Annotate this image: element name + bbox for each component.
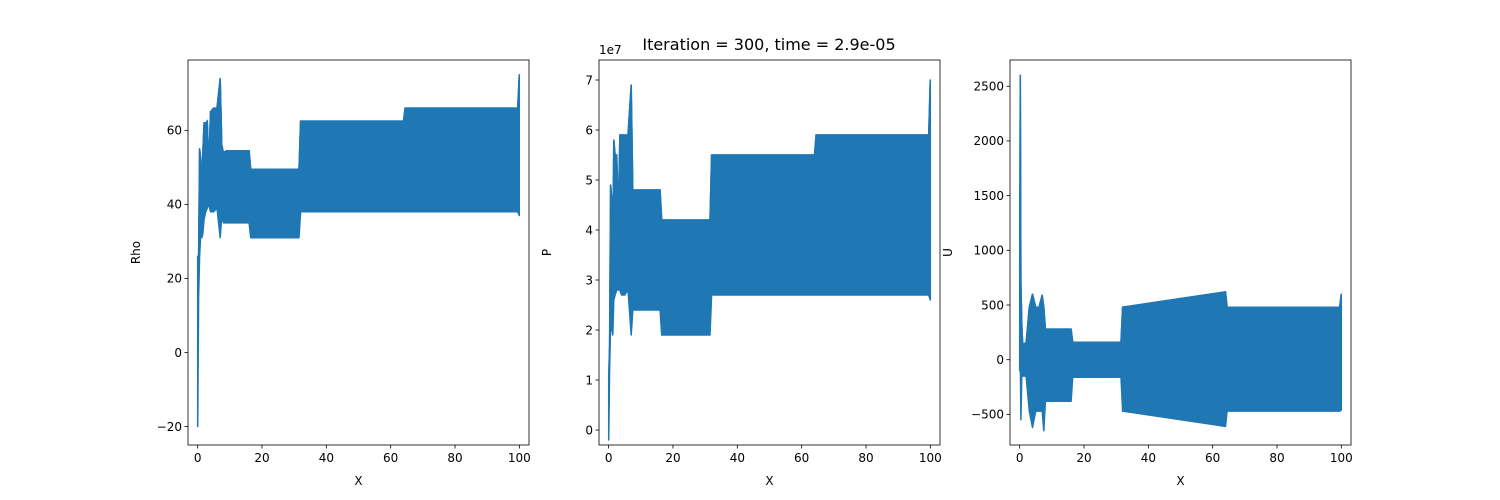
panel-0-ytick-label: 40 xyxy=(167,198,182,212)
panel-1-xtick-label: 100 xyxy=(919,451,942,465)
panel-2-ylabel: U xyxy=(941,248,955,257)
panel-0-xtick-label: 40 xyxy=(319,451,334,465)
panel-1-xtick-label: 20 xyxy=(665,451,680,465)
panel-1-xlabel: X xyxy=(765,474,773,488)
chart-panel-u: 0 20 40 60 80 100 −500 0 500 1000 1500 2000 2500 X U xyxy=(941,59,1353,488)
panel-0-xtick-label: 80 xyxy=(447,451,462,465)
panel-2-xtick-label: 20 xyxy=(1076,451,1091,465)
panel-1-ytick-label: 2 xyxy=(585,323,593,337)
panel-2-ytick-label: 0 xyxy=(996,353,1004,367)
panel-1-xtick-label: 60 xyxy=(794,451,809,465)
figure-title: Iteration = 300, time = 2.9e-05 xyxy=(642,35,895,54)
panel-1-ytick-label: 1 xyxy=(585,373,593,387)
panel-2-ytick-label: 1000 xyxy=(973,244,1004,258)
panel-1-ytick-label: 3 xyxy=(585,273,593,287)
panel-1-series-line xyxy=(607,79,932,381)
panel-2-ytick-label: 2500 xyxy=(973,80,1004,94)
panel-2-series-line xyxy=(1018,75,1343,350)
panel-1-ylabel: P xyxy=(540,249,554,256)
panel-2-xtick-label: 40 xyxy=(1141,451,1156,465)
panel-1-ytick-label: 0 xyxy=(585,423,593,437)
panel-1-ytick-label: 5 xyxy=(585,173,593,187)
panel-0-ylabel: Rho xyxy=(129,241,143,264)
panel-2-ytick-label: 2000 xyxy=(973,134,1004,148)
panel-2-xtick-label: 100 xyxy=(1330,451,1353,465)
panel-2-ytick-label: 500 xyxy=(981,298,1004,312)
panel-0-series-line xyxy=(196,74,521,261)
chart-panel-rho: 0 20 40 60 80 100 −20 0 20 40 60 X Rho xyxy=(129,59,531,488)
panel-0-axes-frame xyxy=(187,59,530,446)
panel-1-xtick-label: 80 xyxy=(858,451,873,465)
panel-1-xtick-label: 0 xyxy=(605,451,613,465)
panel-2-xtick-label: 60 xyxy=(1205,451,1220,465)
panel-1-ytick-label: 7 xyxy=(585,73,593,87)
panel-0-xtick-label: 20 xyxy=(254,451,269,465)
panel-1-axes-frame xyxy=(598,59,941,446)
panel-0-ytick-label: 0 xyxy=(174,346,182,360)
panel-0-xtick-label: 0 xyxy=(194,451,202,465)
panel-0-ytick-label: 60 xyxy=(167,124,182,138)
panel-2-xtick-label: 80 xyxy=(1269,451,1284,465)
panel-1-offset-label: 1e7 xyxy=(599,43,622,57)
panel-2-axes-frame xyxy=(1009,59,1352,446)
panel-0-ytick-label: −20 xyxy=(157,420,182,434)
panel-2-ytick-label: 1500 xyxy=(973,189,1004,203)
panel-0-xtick-label: 60 xyxy=(383,451,398,465)
panel-1-ytick-label: 6 xyxy=(585,123,593,137)
panel-1-ytick-label: 4 xyxy=(585,223,593,237)
chart-panel-p: 0 20 40 60 80 100 0 1 2 3 4 5 6 7 X P 1e7 xyxy=(540,43,942,488)
panel-2-ytick-label: −500 xyxy=(971,408,1004,422)
panel-2-xtick-label: 0 xyxy=(1016,451,1024,465)
panel-0-xlabel: X xyxy=(354,474,362,488)
panel-2-xlabel: X xyxy=(1176,474,1184,488)
panel-0-ytick-label: 20 xyxy=(167,272,182,286)
panel-1-xtick-label: 40 xyxy=(730,451,745,465)
panel-0-xtick-label: 100 xyxy=(508,451,531,465)
